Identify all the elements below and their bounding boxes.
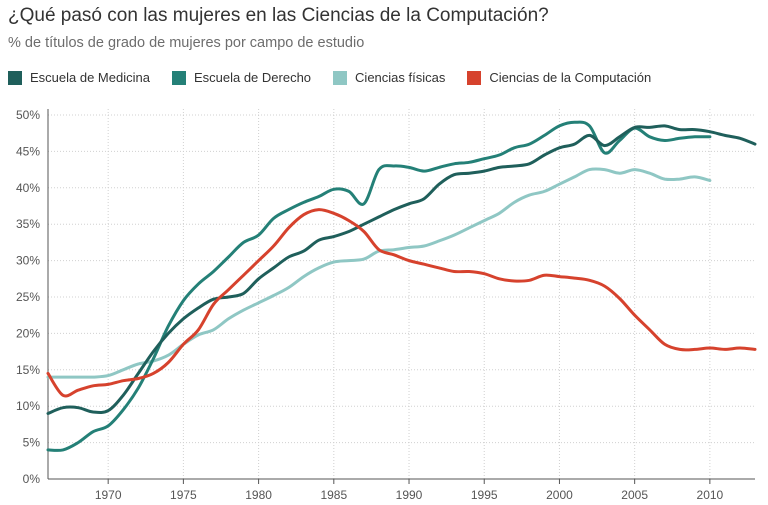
legend-swatch-derecho	[171, 70, 186, 85]
legend-item-fisicas: Ciencias físicas	[333, 70, 445, 85]
legend-swatch-computacion	[467, 70, 482, 85]
x-tick-label: 1990	[396, 488, 423, 502]
x-tick-label: 1970	[95, 488, 122, 502]
chart-subtitle: % de títulos de grado de mujeres por cam…	[8, 35, 365, 51]
series-line-computacion	[46, 208, 757, 398]
y-tick-label: 35%	[16, 217, 40, 231]
series-line-fisicas	[46, 167, 712, 379]
x-tick-label: 2000	[546, 488, 573, 502]
y-tick-label: 0%	[23, 472, 41, 486]
x-tick-label: 1995	[471, 488, 498, 502]
y-tick-label: 10%	[16, 399, 40, 413]
x-tick-label: 1985	[320, 488, 347, 502]
legend-item-computacion: Ciencias de la Computación	[467, 70, 651, 85]
x-tick-label: 2005	[621, 488, 648, 502]
legend-label-medicina: Escuela de Medicina	[30, 70, 150, 85]
y-tick-label: 20%	[16, 326, 40, 340]
series-line-derecho	[46, 120, 712, 452]
legend-swatch-fisicas	[333, 70, 348, 85]
y-tick-label: 45%	[16, 144, 40, 158]
x-tick-label: 1980	[245, 488, 272, 502]
y-tick-label: 40%	[16, 181, 40, 195]
series-line-medicina	[46, 124, 757, 415]
legend-label-derecho: Escuela de Derecho	[193, 70, 312, 85]
legend-swatch-medicina	[8, 70, 22, 85]
legend-item-medicina: Escuela de Medicina	[8, 70, 150, 85]
x-tick-label: 2010	[697, 488, 724, 502]
legend-item-derecho: Escuela de Derecho	[171, 70, 312, 85]
y-tick-label: 50%	[16, 108, 40, 122]
y-tick-label: 15%	[16, 363, 40, 377]
chart-title: ¿Qué pasó con las mujeres en las Ciencia…	[8, 5, 549, 26]
y-tick-label: 30%	[16, 254, 40, 268]
x-tick-label: 1975	[170, 488, 197, 502]
y-tick-label: 5%	[23, 436, 41, 450]
y-tick-label: 25%	[16, 290, 40, 304]
legend-label-fisicas: Ciencias físicas	[355, 70, 446, 85]
legend-label-computacion: Ciencias de la Computación	[489, 70, 652, 85]
legend: Escuela de Medicina Escuela de Derecho C…	[8, 70, 673, 85]
